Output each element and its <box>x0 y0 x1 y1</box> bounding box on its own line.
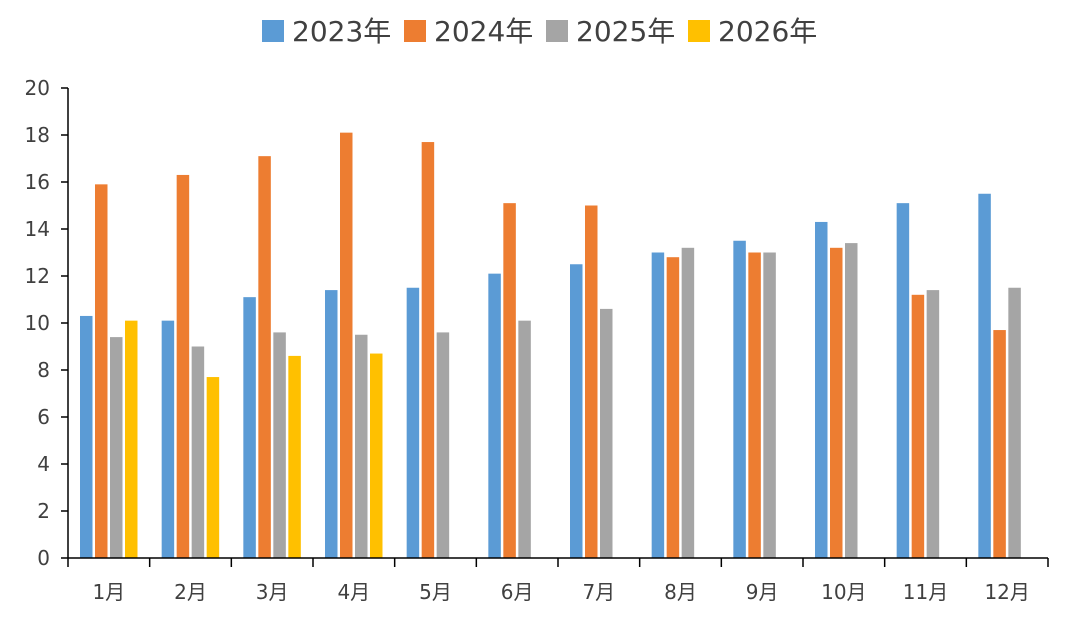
x-tick-label: 11月 <box>903 580 948 604</box>
bar <box>503 203 516 558</box>
legend-swatch <box>262 20 284 42</box>
bar <box>406 287 420 558</box>
legend-item: 2026年 <box>688 15 817 48</box>
x-tick-label: 10月 <box>821 580 866 604</box>
y-tick-label: 10 <box>25 311 50 335</box>
bar <box>161 320 175 558</box>
bar <box>340 132 353 558</box>
bar <box>191 346 205 558</box>
y-tick-label: 12 <box>25 264 50 288</box>
y-tick-label: 16 <box>25 170 50 194</box>
legend-label: 2025年 <box>576 15 675 48</box>
bar <box>80 315 93 558</box>
bar <box>258 156 271 558</box>
y-tick-label: 8 <box>37 358 50 382</box>
bar <box>830 247 843 559</box>
x-tick-label: 8月 <box>664 580 697 604</box>
x-tick-label: 4月 <box>337 580 370 604</box>
bar <box>666 257 680 558</box>
x-tick-label: 6月 <box>501 580 534 604</box>
legend-swatch <box>404 20 426 42</box>
x-tick-label: 3月 <box>256 580 289 604</box>
legend-item: 2024年 <box>404 15 533 48</box>
legend-label: 2024年 <box>434 15 533 48</box>
x-tick-label: 5月 <box>419 580 452 604</box>
bar <box>325 290 338 558</box>
bar <box>681 247 695 559</box>
legend-item: 2025年 <box>546 15 675 48</box>
legend-swatch <box>688 20 710 42</box>
bar <box>355 334 368 558</box>
bar <box>110 337 123 558</box>
bar <box>273 332 286 558</box>
bar <box>651 252 665 558</box>
x-axis: 1月 2月 3月 4月 5月 6月 7月 8月 9月 10月 11月 12月 <box>67 557 1049 604</box>
bar <box>176 174 190 558</box>
bar <box>993 330 1006 558</box>
legend-label: 2023年 <box>292 15 391 48</box>
bar <box>125 320 138 558</box>
bar <box>95 184 108 558</box>
bar <box>733 240 746 558</box>
legend: 2023年 2024年 2025年 2026年 <box>262 15 817 48</box>
bar <box>748 252 761 558</box>
bar <box>288 355 301 558</box>
bar <box>585 205 598 558</box>
x-tick-label: 12月 <box>984 580 1029 604</box>
bar <box>845 243 858 558</box>
y-tick-label: 4 <box>37 452 50 476</box>
bar <box>518 320 531 558</box>
bar <box>1008 287 1021 558</box>
y-axis: 0 2 4 6 8 10 12 14 16 18 20 <box>25 76 69 570</box>
bar <box>206 377 220 558</box>
bar <box>488 273 501 558</box>
bar <box>243 297 256 558</box>
y-tick-label: 18 <box>25 123 50 147</box>
bar <box>421 142 435 559</box>
bar <box>896 203 910 558</box>
x-tick-label: 2月 <box>174 580 207 604</box>
bar <box>978 193 991 558</box>
x-tick-label: 9月 <box>746 580 779 604</box>
bar <box>815 221 828 558</box>
bar <box>911 294 925 558</box>
bar <box>600 308 613 558</box>
legend-swatch <box>546 20 568 42</box>
x-tick-label: 1月 <box>92 580 125 604</box>
y-tick-label: 6 <box>37 405 50 429</box>
bar <box>763 252 776 558</box>
legend-item: 2023年 <box>262 15 391 48</box>
bar <box>436 332 450 558</box>
bar <box>926 290 940 558</box>
legend-label: 2026年 <box>718 15 817 48</box>
y-tick-label: 2 <box>37 499 50 523</box>
bar <box>370 353 383 558</box>
y-tick-label: 0 <box>37 546 50 570</box>
bars <box>80 132 1021 559</box>
y-tick-label: 14 <box>25 217 50 241</box>
x-tick-label: 7月 <box>582 580 615 604</box>
bar <box>570 264 583 558</box>
y-tick-label: 20 <box>25 76 50 100</box>
